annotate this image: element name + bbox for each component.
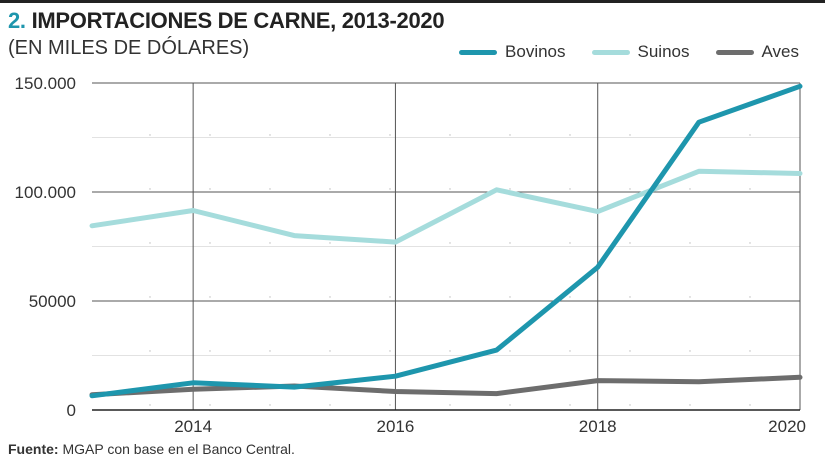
source-text: MGAP con base en el Banco Central. [62,441,295,457]
chart-title: 2. IMPORTACIONES DE CARNE, 2013-2020 [8,8,445,34]
legend-swatch-aves [715,49,754,55]
series-line-aves [89,374,803,398]
chart-number: 2. [8,8,26,33]
legend-item-bovinos: Bovinos [459,42,566,62]
legend-item-suinos: Suinos [591,42,690,62]
series-line-bovinos [89,83,803,399]
y-tick-label: 150.000 [15,74,76,93]
chart-title-text: IMPORTACIONES DE CARNE, 2013-2020 [31,8,445,33]
top-rule [0,0,825,3]
y-tick-label: 100.000 [15,183,76,202]
chart-legend: Bovinos Suinos Aves [459,42,799,62]
source-note: Fuente: MGAP con base en el Banco Centra… [8,441,295,457]
x-tick-label: 2020 [768,417,806,436]
legend-swatch-bovinos [459,49,498,55]
source-label: Fuente: [8,441,59,457]
chart-subtitle: (EN MILES DE DÓLARES) [8,37,250,59]
legend-label-bovinos: Bovinos [505,42,566,61]
y-tick-label: 50000 [29,292,76,311]
legend-label-aves: Aves [761,42,800,61]
x-tick-label: 2016 [377,417,415,436]
series-line-suinos [89,168,803,245]
legend-label-suinos: Suinos [637,42,690,61]
x-tick-label: 2018 [579,417,617,436]
legend-swatch-suinos [591,49,630,55]
x-tick-label: 2014 [174,417,212,436]
y-tick-label: 0 [67,401,76,420]
legend-item-aves: Aves [715,42,800,62]
